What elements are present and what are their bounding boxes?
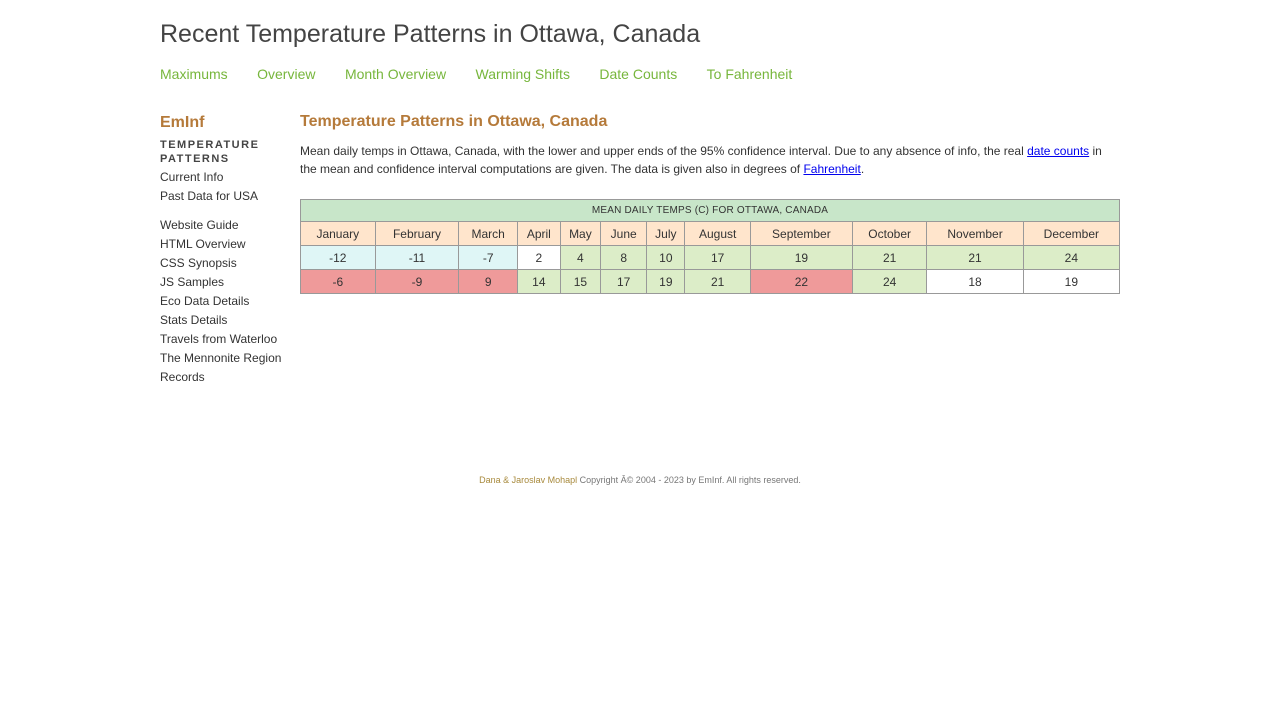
- sidebar-link-mennonite-region[interactable]: The Mennonite Region: [160, 351, 282, 365]
- temp-cell: -9: [374, 269, 460, 294]
- sidebar: EmInf TEMPERATURE PATTERNS Current Info …: [160, 113, 285, 389]
- sidebar-link-past-data-usa[interactable]: Past Data for USA: [160, 189, 259, 203]
- month-header-october: October: [851, 221, 928, 246]
- temp-cell: 19: [749, 245, 853, 270]
- month-header-december: December: [1022, 221, 1121, 246]
- sidebar-links-secondary: Website Guide HTML Overview CSS Synopsis…: [160, 218, 285, 384]
- temp-cell: 19: [646, 269, 686, 294]
- intro-text-1: Mean daily temps in Ottawa, Canada, with…: [300, 144, 1028, 158]
- table-caption: MEAN DAILY TEMPS (C) FOR OTTAWA, CANADA: [300, 199, 1120, 222]
- month-header-june: June: [600, 221, 648, 246]
- sidebar-link-website-guide[interactable]: Website Guide: [160, 218, 239, 232]
- temp-cell: -6: [300, 269, 376, 294]
- temp-cell: 19: [1022, 269, 1121, 294]
- top-nav: Maximums Overview Month Overview Warming…: [160, 65, 817, 83]
- temp-cell: 18: [926, 269, 1024, 294]
- temp-cell: -12: [300, 245, 376, 270]
- intro-text-2: in the mean and confidence interval comp…: [300, 144, 1102, 176]
- temp-cell: -7: [458, 245, 518, 270]
- footer-copyright: Copyright Â© 2004 - 2023 by EmInf. All r…: [577, 475, 801, 485]
- temp-cell: 4: [559, 245, 602, 270]
- fahrenheit-link[interactable]: Fahrenheit: [803, 162, 861, 176]
- nav-link-maximums[interactable]: Maximums: [160, 66, 228, 82]
- nav-link-warming-shifts[interactable]: Warming Shifts: [475, 66, 570, 82]
- nav-link-to-fahrenheit[interactable]: To Fahrenheit: [706, 66, 793, 82]
- month-header-row: January February March April May June July Augu…: [300, 221, 1121, 246]
- temperature-table: MEAN DAILY TEMPS (C) FOR OTTAWA, CANADA …: [300, 199, 1121, 294]
- temp-cell: 10: [646, 245, 686, 270]
- month-header-may: May: [559, 221, 602, 246]
- temp-cell: 2: [516, 245, 561, 270]
- temp-cell: 24: [1022, 245, 1121, 270]
- sidebar-link-travels-from-waterloo[interactable]: Travels from Waterloo: [160, 332, 278, 346]
- sidebar-link-html-overview[interactable]: HTML Overview: [160, 237, 246, 251]
- month-header-july: July: [646, 221, 686, 246]
- temp-cell: 21: [926, 245, 1024, 270]
- temp-cell: 24: [851, 269, 928, 294]
- footer-authors-link[interactable]: Dana & Jaroslav Mohapl: [479, 475, 578, 485]
- month-header-november: November: [926, 221, 1024, 246]
- temp-cell: -11: [374, 245, 460, 270]
- sidebar-link-css-synopsis[interactable]: CSS Synopsis: [160, 256, 237, 270]
- sidebar-heading: TEMPERATURE PATTERNS: [160, 139, 260, 165]
- temp-cell: 14: [516, 269, 561, 294]
- nav-link-date-counts[interactable]: Date Counts: [599, 66, 678, 82]
- nav-link-month-overview[interactable]: Month Overview: [344, 66, 447, 82]
- sidebar-link-js-samples[interactable]: JS Samples: [160, 275, 225, 289]
- month-header-march: March: [458, 221, 518, 246]
- page-title: Recent Temperature Patterns in Ottawa, C…: [160, 20, 701, 48]
- date-counts-link[interactable]: date counts: [1027, 144, 1090, 158]
- sidebar-link-current-info[interactable]: Current Info: [160, 170, 224, 184]
- sidebar-link-stats-details[interactable]: Stats Details: [160, 313, 228, 327]
- temp-cell: 21: [851, 245, 928, 270]
- footer: Dana & Jaroslav Mohapl Copyright Â© 2004…: [0, 474, 1280, 486]
- temp-cell: 15: [559, 269, 602, 294]
- main-content: Temperature Patterns in Ottawa, Canada M…: [300, 112, 1121, 294]
- sidebar-link-eco-data-details[interactable]: Eco Data Details: [160, 294, 250, 308]
- sidebar-links-primary: Current Info Past Data for USA: [160, 170, 285, 203]
- temp-cell: 21: [684, 269, 751, 294]
- temp-cell: 8: [600, 245, 648, 270]
- temp-cell: 17: [684, 245, 751, 270]
- month-header-february: February: [374, 221, 460, 246]
- table-row: -6 -9 9 14 15 17 19 21 22 24 18 19: [300, 269, 1121, 294]
- temp-cell: 22: [749, 269, 853, 294]
- brand-logo[interactable]: EmInf: [160, 114, 205, 131]
- month-header-september: September: [749, 221, 853, 246]
- month-header-january: January: [300, 221, 376, 246]
- nav-link-overview[interactable]: Overview: [257, 66, 316, 82]
- sidebar-link-records[interactable]: Records: [160, 370, 205, 384]
- table-row: -12 -11 -7 2 4 8 10 17 19 21 21 24: [300, 245, 1121, 270]
- section-heading: Temperature Patterns in Ottawa, Canada: [300, 113, 608, 130]
- temp-cell: 17: [600, 269, 648, 294]
- intro-text-3: .: [860, 162, 865, 176]
- month-header-april: April: [516, 221, 561, 246]
- temp-cell: 9: [458, 269, 518, 294]
- intro-paragraph: Mean daily temps in Ottawa, Canada, with…: [300, 142, 1105, 178]
- month-header-august: August: [684, 221, 751, 246]
